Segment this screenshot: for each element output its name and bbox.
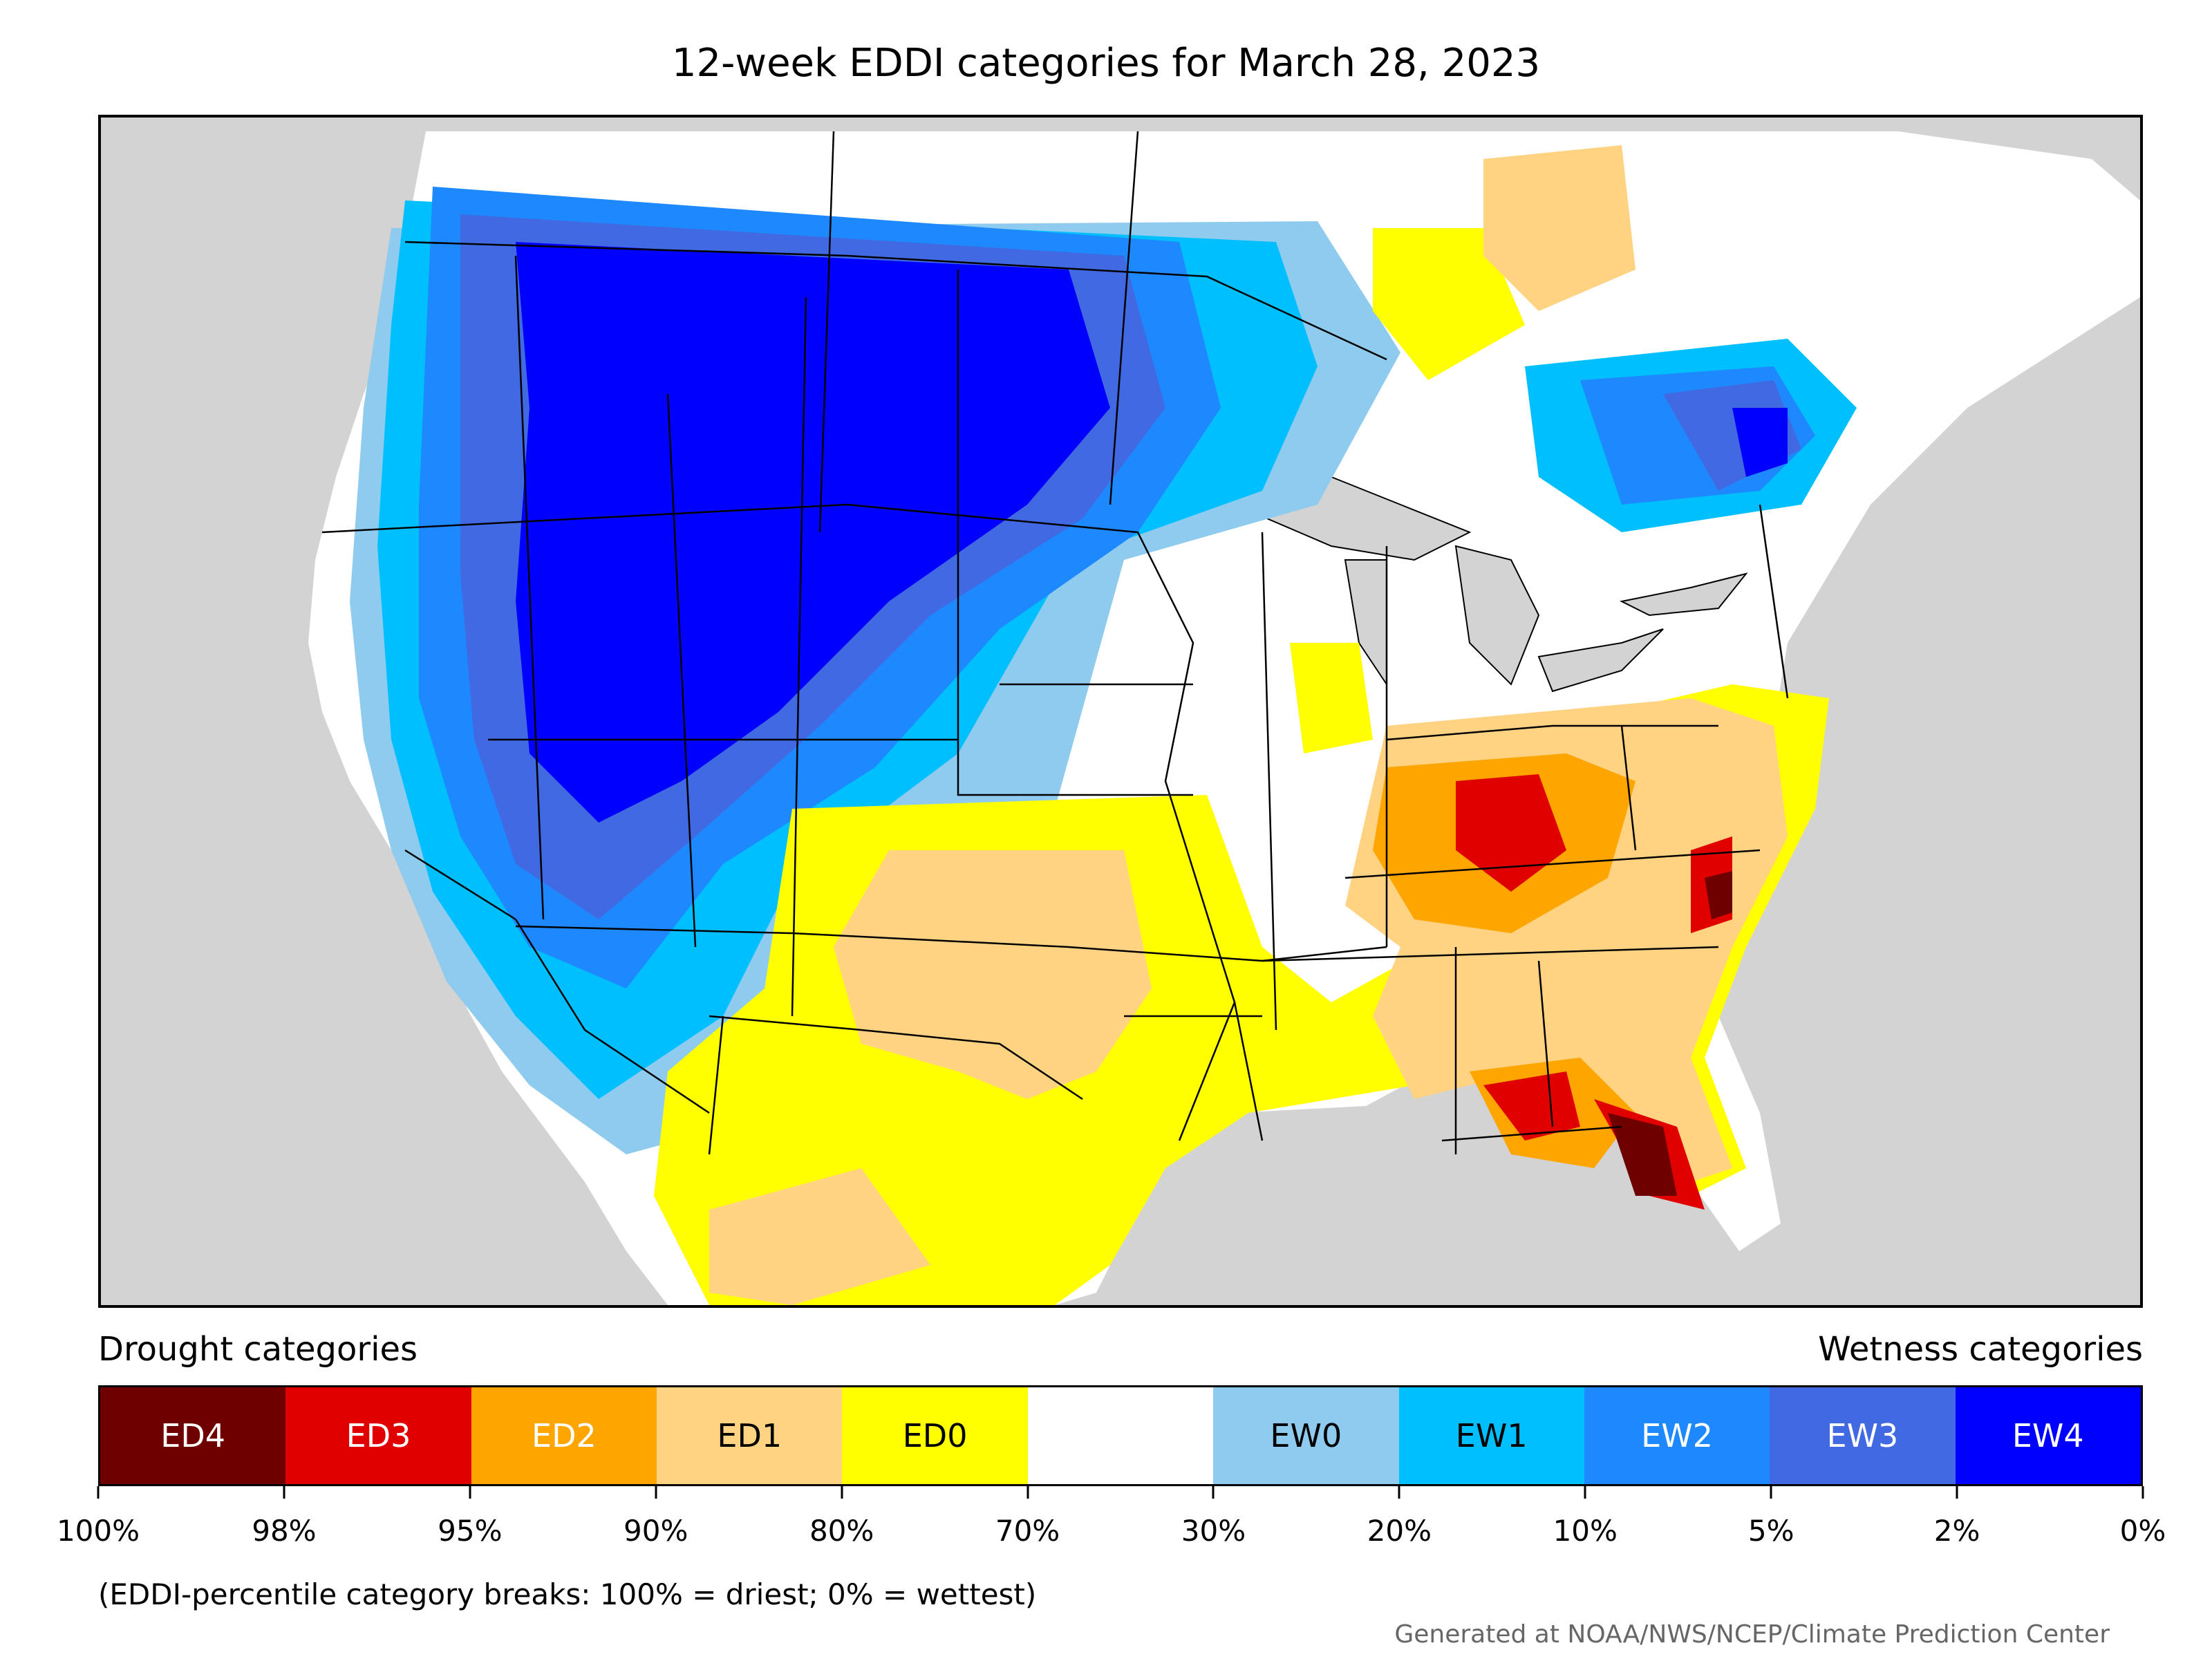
colorbar-tick-label: 98% xyxy=(252,1514,317,1548)
colorbar-segment: EW1 xyxy=(1398,1387,1584,1484)
colorbar-tick xyxy=(1956,1486,1958,1499)
colorbar-segment: EW3 xyxy=(1770,1387,1956,1484)
colorbar-tick-label: 70% xyxy=(995,1514,1060,1548)
colorbar-segment: EW2 xyxy=(1584,1387,1770,1484)
drought-categories-heading: Drought categories xyxy=(98,1330,418,1369)
colorbar-tick-label: 100% xyxy=(56,1514,140,1548)
colorbar-tick-label: 30% xyxy=(1181,1514,1246,1548)
colorbar-segment: ED2 xyxy=(471,1387,657,1484)
colorbar-segment: ED4 xyxy=(100,1387,286,1484)
map-svg xyxy=(308,131,2140,1305)
ed2-region xyxy=(1373,753,1635,1168)
ed3-region xyxy=(1456,774,1732,1210)
colorbar-tick xyxy=(283,1486,285,1499)
colorbar-tick xyxy=(469,1486,471,1499)
colorbar-segment: ED0 xyxy=(842,1387,1028,1484)
political-borders xyxy=(321,131,1789,1155)
colorbar-segment: ED1 xyxy=(657,1387,843,1484)
colorbar-tick xyxy=(2141,1486,2144,1499)
colorbar-tick xyxy=(1398,1486,1400,1499)
colorbar-tick xyxy=(1027,1486,1029,1499)
ed1-region xyxy=(709,145,1788,1305)
colorbar-tick-label: 90% xyxy=(624,1514,688,1548)
colorbar-tick-label: 20% xyxy=(1367,1514,1432,1548)
ew4-region xyxy=(516,242,1788,823)
colorbar-tick xyxy=(841,1486,843,1499)
colorbar-tick xyxy=(97,1486,100,1499)
colorbar-tick xyxy=(1212,1486,1215,1499)
wetness-categories-heading: Wetness categories xyxy=(1818,1330,2143,1369)
percentile-note: (EDDI-percentile category breaks: 100% =… xyxy=(98,1577,1037,1611)
colorbar-segment: EW4 xyxy=(1955,1387,2141,1484)
colorbar-ticks xyxy=(97,1486,2144,1500)
colorbar-tick xyxy=(655,1486,657,1499)
colorbar-tick-label: 5% xyxy=(1747,1514,1794,1548)
colorbar-tick-label: 0% xyxy=(2119,1514,2166,1548)
colorbar-tick xyxy=(1584,1486,1586,1499)
ed4-region xyxy=(1608,871,1732,1196)
map-title: 12-week EDDI categories for March 28, 20… xyxy=(671,41,1541,86)
colorbar-tick-label: 95% xyxy=(438,1514,503,1548)
colorbar-tick-label: 2% xyxy=(1933,1514,1980,1548)
colorbar-segment xyxy=(1027,1387,1214,1484)
colorbar-tick-label: 80% xyxy=(809,1514,874,1548)
colorbar-segment: ED3 xyxy=(285,1387,471,1484)
colorbar-segment: EW0 xyxy=(1213,1387,1399,1484)
colorbar-tick xyxy=(1770,1486,1772,1499)
eddi-map xyxy=(98,115,2143,1308)
credit-line: Generated at NOAA/NWS/NCEP/Climate Predi… xyxy=(1394,1620,2110,1649)
category-colorbar: ED4 ED3 ED2 ED1 ED0 EW0 EW1 EW2 EW3 EW4 xyxy=(98,1385,2143,1486)
colorbar-tick-label: 10% xyxy=(1553,1514,1618,1548)
